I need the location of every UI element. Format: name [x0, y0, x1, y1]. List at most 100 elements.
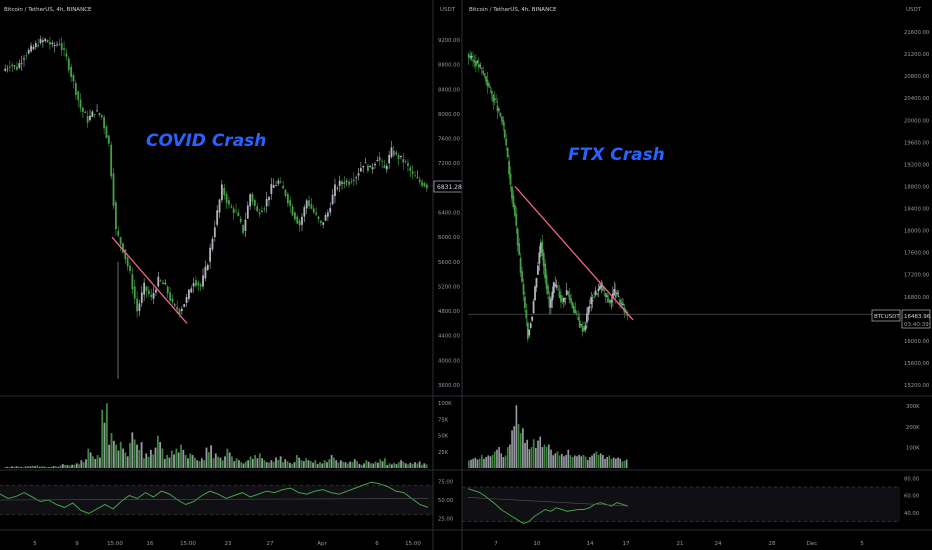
left-volume-bar [390, 464, 393, 468]
left-volume-bar [89, 452, 92, 468]
left-candle-body [195, 280, 197, 286]
left-volume-bar [117, 450, 120, 468]
left-candle-body [305, 200, 308, 209]
left-candle-body [56, 44, 58, 46]
left-chart-panel[interactable]: Bitcoin / TetherUS, 4h, BINANCE USDT COV… [0, 7, 463, 523]
left-candle-body [289, 200, 292, 207]
left-volume-bar [182, 449, 185, 468]
left-volume-bar [307, 460, 310, 468]
right-candle-body [614, 291, 617, 298]
right-candle-body [516, 228, 519, 246]
right-volume-bar [506, 447, 509, 468]
left-candle-body [11, 64, 14, 67]
right-volume-bar [554, 453, 557, 468]
left-volume-bar [221, 460, 224, 468]
left-candle-body [369, 165, 372, 168]
left-volume-bar [309, 461, 312, 468]
left-volume-bar [80, 460, 83, 468]
left-volume-bar [238, 460, 240, 468]
left-candle-body [284, 189, 287, 196]
left-candle-body [23, 58, 25, 60]
right-candle-body [496, 105, 499, 112]
left-candle-body [4, 68, 7, 71]
left-candle-body [397, 155, 400, 159]
right-volume-bar [500, 453, 503, 468]
right-candle-body [562, 297, 565, 303]
left-candle-body [411, 171, 414, 174]
left-last-price-tag: 6831.28 [433, 180, 463, 193]
left-volume-bar [124, 452, 127, 468]
left-candle-body [32, 46, 35, 50]
right-candle-body [490, 90, 493, 94]
left-volume-bar [356, 461, 358, 468]
right-price-tick: 15200.00 [904, 383, 930, 389]
right-rsi-tick: 60.00 [904, 494, 920, 500]
left-time-tick: 16 [147, 541, 154, 547]
right-volume-bar [480, 454, 483, 468]
right-volume-bar [595, 451, 598, 468]
left-candle-body [70, 66, 73, 78]
right-volume-pane: 300K 200K 100K [468, 404, 920, 468]
right-candle-body [542, 252, 545, 267]
right-trendline [514, 186, 634, 321]
right-volume-bar [498, 447, 500, 468]
left-volume-bar [244, 461, 247, 468]
right-candle-body [467, 54, 470, 58]
right-candle-body [515, 214, 518, 226]
right-candle-body [574, 309, 577, 314]
left-price-tick: 4000.00 [438, 358, 461, 364]
right-time-tick: 21 [677, 541, 684, 547]
left-candle-body [138, 303, 141, 312]
right-chart-panel[interactable]: Bitcoin / TetherUS, 4h, BINANCE USDT FTX… [462, 7, 931, 524]
left-volume-bar [284, 459, 287, 468]
left-candle-body [147, 290, 150, 295]
left-candle-body [350, 181, 353, 183]
right-candle-body [616, 292, 619, 294]
left-candle-body [301, 216, 303, 225]
left-price-pane [4, 35, 433, 379]
left-volume-bar [6, 466, 9, 468]
right-candle-body [551, 291, 554, 301]
left-volume-bar [54, 466, 57, 468]
left-volume-bar [115, 444, 118, 468]
left-candle-body [256, 206, 259, 212]
left-candle-body [315, 212, 318, 215]
right-candle-body [529, 323, 532, 329]
right-candle-body [549, 299, 552, 308]
left-candle-body [91, 111, 94, 118]
right-volume-bar [571, 457, 574, 468]
left-volume-bar [85, 459, 87, 468]
left-candle-body [421, 181, 424, 186]
right-volume-bar [558, 455, 561, 468]
left-rsi-line [0, 481, 429, 514]
left-volume-bar [87, 448, 90, 468]
right-volume-bar [550, 449, 552, 468]
right-volume-bar [478, 458, 481, 468]
left-volume-bar [198, 461, 201, 468]
right-candle-body [518, 243, 521, 255]
left-candle-body [143, 282, 146, 295]
right-candle-body [607, 298, 610, 302]
right-candle-body [610, 299, 613, 303]
left-volume-bar [305, 458, 308, 468]
left-candle-body [357, 173, 360, 176]
left-price-tick: 4800.00 [438, 309, 461, 315]
right-candle-body [552, 282, 555, 294]
left-volume-bar [319, 462, 321, 468]
left-volume-bar [41, 466, 43, 468]
left-volume-bar [333, 457, 335, 468]
right-price-axis: 21600.00 21200.00 20800.00 20400.00 20000.00… [904, 30, 930, 389]
right-candle-body [485, 76, 487, 82]
left-volume-bar [210, 445, 213, 468]
right-volume-bar [563, 456, 565, 468]
left-candle-body [63, 48, 65, 50]
left-candle-body [225, 194, 228, 203]
left-volume-bar [22, 467, 25, 468]
right-candle-body [545, 274, 548, 289]
left-candle-body [119, 237, 122, 245]
right-volume-bar [515, 405, 518, 468]
left-candle-body [25, 55, 28, 57]
left-candle-body [392, 150, 395, 156]
left-volume-bar [370, 463, 372, 468]
left-volume-bar [147, 456, 150, 468]
